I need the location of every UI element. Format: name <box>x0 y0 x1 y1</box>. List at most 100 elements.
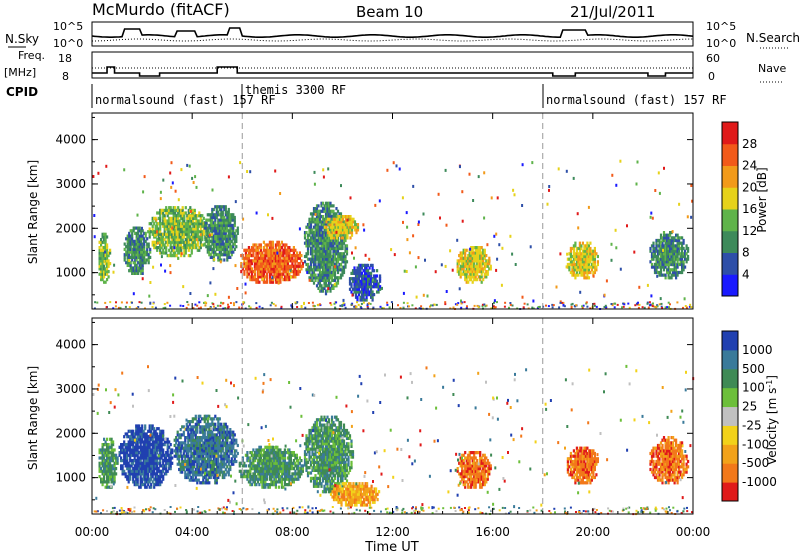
data-cell <box>305 262 308 267</box>
data-cell <box>271 267 274 271</box>
data-cell <box>154 477 157 481</box>
data-cell <box>678 246 681 251</box>
data-cell <box>103 248 106 252</box>
data-cell <box>189 230 192 234</box>
data-cell <box>636 160 639 164</box>
data-cell <box>675 238 678 243</box>
data-cell <box>675 246 678 251</box>
data-cell <box>271 248 274 252</box>
data-cell <box>480 256 483 260</box>
data-cell <box>673 249 676 253</box>
data-cell <box>214 292 217 296</box>
data-cell <box>175 446 178 450</box>
data-cell <box>187 430 190 434</box>
data-cell <box>107 453 110 457</box>
data-cell <box>131 271 134 275</box>
data-cell <box>115 467 118 471</box>
data-cell <box>134 253 137 257</box>
data-cell <box>664 249 667 253</box>
data-cell <box>184 465 187 469</box>
data-cell <box>185 436 188 440</box>
data-cell <box>320 215 323 219</box>
data-cell <box>341 254 344 259</box>
data-cell <box>166 224 169 228</box>
data-cell <box>622 305 625 308</box>
data-cell <box>197 436 200 440</box>
data-cell <box>186 240 189 244</box>
data-cell <box>169 222 172 226</box>
data-cell <box>486 272 489 276</box>
data-cell <box>247 254 250 258</box>
data-cell <box>193 227 196 231</box>
data-cell <box>342 254 346 259</box>
data-cell <box>165 219 168 223</box>
data-cell <box>666 262 669 267</box>
data-cell <box>317 217 320 221</box>
data-cell <box>227 303 229 306</box>
data-cell <box>678 257 681 261</box>
data-cell <box>194 430 197 434</box>
data-cell <box>346 225 349 229</box>
data-cell <box>183 219 186 223</box>
data-cell <box>174 214 177 218</box>
data-cell <box>192 238 195 242</box>
data-cell <box>135 461 138 465</box>
data-cell <box>315 233 319 237</box>
data-cell <box>351 271 355 275</box>
data-cell <box>333 246 337 251</box>
data-cell <box>298 254 301 258</box>
data-cell <box>335 244 338 248</box>
data-cell <box>151 219 154 223</box>
data-cell <box>196 436 199 440</box>
data-cell <box>187 254 190 258</box>
data-cell <box>172 248 175 252</box>
data-cell <box>656 244 660 248</box>
data-cell <box>667 273 670 277</box>
data-cell <box>479 275 482 279</box>
data-cell <box>324 215 328 219</box>
data-cell <box>212 207 215 212</box>
data-cell <box>306 249 310 253</box>
data-cell <box>188 459 191 464</box>
data-cell <box>159 432 162 436</box>
data-cell <box>344 217 348 221</box>
colorbar-swatch <box>722 252 738 275</box>
data-cell <box>195 243 198 247</box>
data-cell <box>471 251 474 255</box>
data-cell <box>223 258 226 262</box>
data-cell <box>259 270 262 274</box>
data-cell <box>326 217 330 221</box>
data-cell <box>332 273 335 277</box>
data-cell <box>314 262 317 267</box>
data-cell <box>132 469 135 473</box>
data-cell <box>456 270 459 274</box>
data-cell <box>145 480 148 484</box>
data-cell <box>144 475 147 479</box>
data-cell <box>311 220 314 224</box>
data-cell <box>203 433 206 437</box>
data-cell <box>590 252 593 256</box>
data-cell <box>247 262 250 266</box>
data-cell <box>126 245 129 249</box>
data-cell <box>200 436 203 440</box>
data-cell <box>124 459 127 463</box>
data-cell <box>128 247 131 251</box>
data-cell <box>133 448 136 452</box>
data-cell <box>162 211 165 215</box>
data-cell <box>133 483 136 487</box>
data-cell <box>651 303 654 306</box>
data-cell <box>285 270 288 274</box>
data-cell <box>150 485 153 489</box>
data-cell <box>132 429 135 433</box>
data-cell <box>203 242 206 246</box>
data-cell <box>220 250 223 254</box>
data-cell <box>177 230 180 234</box>
data-cell <box>574 252 577 256</box>
data-cell <box>332 265 335 269</box>
noise-left-tick-low: 10^0 <box>53 37 83 50</box>
data-cell <box>131 301 133 304</box>
data-cell <box>571 265 574 269</box>
data-cell <box>190 210 192 213</box>
data-cell <box>673 244 676 248</box>
data-cell <box>154 240 157 244</box>
